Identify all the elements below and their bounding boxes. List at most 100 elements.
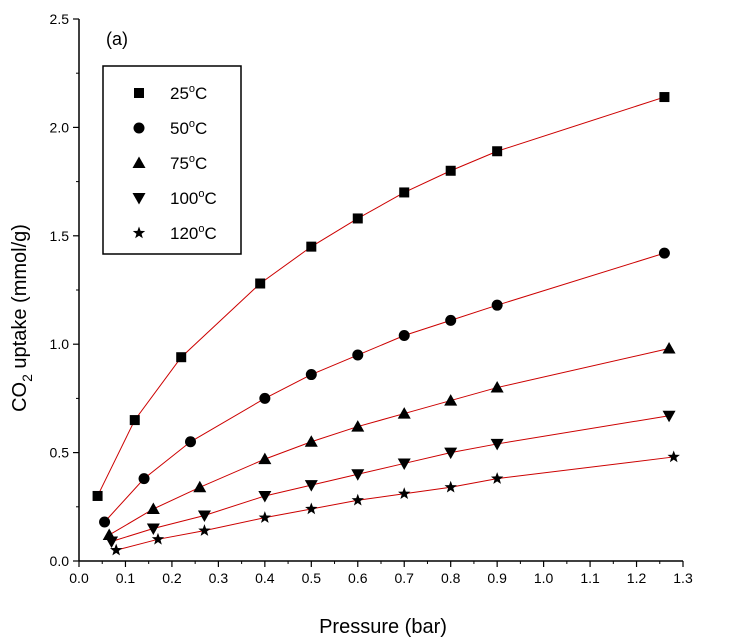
- point-triangle-up: [662, 342, 676, 354]
- point-triangle-up: [258, 452, 272, 465]
- fit-line-circle: [104, 252, 665, 523]
- x-tick-label: 0.2: [162, 570, 182, 586]
- point-square: [492, 146, 503, 157]
- point-square: [306, 241, 317, 252]
- legend-label-unit: C: [205, 224, 217, 243]
- y-tick-label: 2.0: [50, 119, 70, 135]
- point-star: [351, 493, 364, 506]
- legend-label-unit: C: [205, 189, 217, 208]
- legend-label-num: 25: [170, 84, 189, 103]
- point-star: [258, 511, 272, 523]
- point-triangle-up: [146, 502, 160, 514]
- legend-label-unit: C: [195, 154, 207, 173]
- x-tick-label: 1.1: [580, 570, 600, 586]
- point-triangle-down: [444, 447, 458, 460]
- legend-label-degree: o: [189, 153, 195, 165]
- point-triangle-up: [351, 420, 365, 432]
- point-star: [109, 543, 123, 556]
- x-tick-label: 1.3: [673, 570, 693, 586]
- y-tick-label: 0.0: [50, 553, 70, 569]
- x-tick-label: 0.6: [348, 570, 368, 586]
- point-circle: [398, 330, 410, 342]
- point-star: [667, 450, 680, 463]
- point-circle: [259, 392, 271, 404]
- legend-label-unit: C: [195, 119, 207, 138]
- y-tick-label: 0.5: [50, 445, 70, 461]
- x-tick-label: 0.3: [209, 570, 229, 586]
- x-tick-label: 0.1: [116, 570, 136, 586]
- legend-box: [102, 65, 242, 255]
- x-tick-label: 0.0: [69, 570, 89, 586]
- legend-label: 25oC: [170, 83, 207, 103]
- point-triangle-down: [397, 458, 411, 470]
- x-tick-label: 0.5: [302, 570, 322, 586]
- y-axis-title-pre: CO: [9, 382, 31, 412]
- legend-label-degree: o: [198, 223, 204, 235]
- legend-marker-triangle-up: [132, 156, 146, 168]
- legend-label-unit: C: [195, 84, 207, 103]
- point-square: [352, 213, 363, 224]
- point-circle: [99, 516, 111, 528]
- fit-lines: [97, 96, 674, 551]
- y-axis-title-sub: 2: [19, 374, 35, 382]
- point-circle: [138, 473, 150, 485]
- point-triangle-down: [258, 490, 272, 503]
- point-square: [255, 278, 266, 289]
- point-square: [659, 92, 670, 103]
- x-tick-label: 0.4: [255, 570, 275, 586]
- legend-label-degree: o: [189, 83, 195, 95]
- fit-line-triangle-up: [108, 348, 670, 536]
- point-triangle-down: [351, 469, 365, 481]
- point-square: [129, 415, 140, 426]
- point-triangle-up: [444, 394, 458, 406]
- ticks: 0.0 0.1 0.2 0.3 0.4 0.5 0.6 0.7 0.8 0.9 1.0 1.1 1.2 1…: [50, 11, 693, 586]
- point-triangle-down: [662, 410, 676, 423]
- point-triangle-up: [193, 480, 207, 493]
- y-axis-title: CO2 uptake (mmol/g): [9, 224, 35, 412]
- point-star: [151, 532, 165, 545]
- legend-label: 75oC: [170, 153, 207, 173]
- point-triangle-down: [197, 510, 211, 522]
- point-triangle-down: [304, 480, 318, 492]
- legend-label: 50oC: [170, 118, 207, 138]
- fit-line-square: [97, 96, 665, 497]
- point-circle: [352, 349, 364, 361]
- legend-label-num: 120: [170, 224, 198, 243]
- point-triangle-up: [304, 435, 318, 447]
- x-tick-label: 1.0: [534, 570, 554, 586]
- point-square: [176, 352, 187, 363]
- point-star: [305, 502, 318, 515]
- point-triangle-down: [490, 438, 504, 451]
- legend-marker-triangle-down: [132, 193, 146, 205]
- fit-line-triangle-down: [111, 415, 670, 542]
- point-circle: [658, 247, 670, 259]
- legend-label-degree: o: [198, 188, 204, 200]
- y-tick-label: 1.5: [50, 228, 70, 244]
- point-star: [198, 524, 211, 536]
- point-square: [445, 165, 456, 176]
- point-triangle-down: [105, 536, 119, 548]
- panel-label: (a): [106, 29, 128, 49]
- legend-marker-circle: [133, 122, 145, 134]
- point-star: [398, 487, 411, 500]
- legend-marker-square: [134, 88, 144, 98]
- point-circle: [491, 299, 503, 311]
- legend-label-degree: o: [189, 118, 195, 130]
- legend-label: 100oC: [170, 188, 217, 208]
- y-tick-label: 2.5: [50, 11, 70, 27]
- data-markers: [92, 92, 680, 556]
- x-axis-title: Pressure (bar): [319, 616, 447, 638]
- point-triangle-up: [490, 381, 504, 393]
- legend-label-num: 75: [170, 154, 189, 173]
- legend-label-num: 100: [170, 189, 198, 208]
- x-tick-label: 0.8: [441, 570, 461, 586]
- point-square: [92, 490, 103, 501]
- y-tick-label: 1.0: [50, 336, 70, 352]
- legend-label-num: 50: [170, 119, 189, 138]
- point-circle: [305, 369, 317, 381]
- fit-line-star: [116, 456, 674, 551]
- point-square: [399, 187, 410, 198]
- x-tick-label: 0.9: [487, 570, 507, 586]
